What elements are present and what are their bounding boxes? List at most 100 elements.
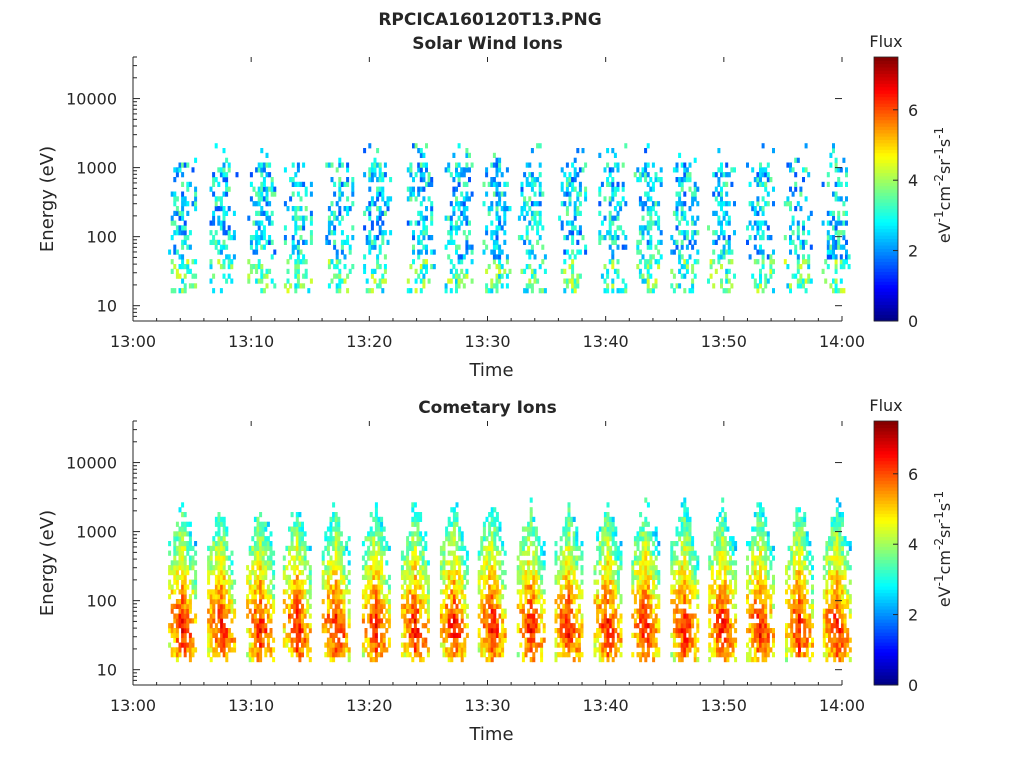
- flux-cell: [646, 196, 650, 202]
- flux-cell: [334, 545, 338, 551]
- flux-cell: [688, 516, 692, 522]
- flux-cell: [636, 541, 640, 547]
- flux-cell: [259, 623, 263, 629]
- flux-cell: [364, 599, 368, 605]
- colorbar-segment: [874, 129, 898, 134]
- flux-cell: [619, 560, 623, 566]
- flux-cell: [567, 637, 571, 643]
- flux-cell: [272, 637, 276, 643]
- flux-cell: [534, 536, 538, 542]
- flux-cell: [485, 268, 489, 274]
- flux-cell: [521, 623, 525, 629]
- flux-cell: [332, 536, 336, 542]
- flux-cell: [294, 268, 298, 274]
- flux-cell: [722, 254, 726, 260]
- flux-cell: [528, 181, 532, 187]
- flux-cell: [282, 565, 286, 571]
- flux-cell: [678, 599, 682, 605]
- flux-cell: [181, 172, 185, 178]
- flux-cell: [296, 162, 300, 168]
- flux-cell: [598, 608, 602, 614]
- flux-cell: [683, 594, 687, 600]
- flux-cell: [264, 632, 268, 638]
- flux-cell: [364, 560, 368, 566]
- flux-cell: [368, 167, 372, 173]
- flux-cell: [606, 230, 610, 236]
- flux-cell: [335, 249, 339, 255]
- flux-cell: [490, 618, 494, 624]
- flux-cell: [296, 239, 300, 245]
- flux-cell: [422, 264, 426, 270]
- flux-cell: [534, 555, 538, 561]
- flux-cell: [334, 550, 338, 556]
- flux-cell: [212, 603, 216, 609]
- flux-cell: [217, 239, 221, 245]
- heatmap-cells: [168, 497, 852, 663]
- flux-cell: [214, 531, 218, 537]
- flux-cell: [335, 273, 339, 279]
- flux-cell: [264, 594, 268, 600]
- flux-cell: [342, 545, 346, 551]
- flux-cell: [487, 181, 491, 187]
- flux-cell: [248, 642, 252, 648]
- flux-cell: [183, 652, 187, 658]
- flux-cell: [173, 230, 177, 236]
- flux-cell: [217, 574, 221, 580]
- flux-cell: [222, 589, 226, 595]
- flux-cell: [688, 632, 692, 638]
- flux-cell: [256, 560, 260, 566]
- flux-cell: [293, 623, 297, 629]
- flux-cell: [298, 637, 302, 643]
- flux-cell: [380, 584, 384, 590]
- flux-cell: [680, 642, 684, 648]
- flux-cell: [186, 259, 190, 265]
- flux-cell: [411, 594, 415, 600]
- flux-cell: [670, 283, 674, 289]
- flux-cell: [283, 201, 287, 207]
- flux-cell: [335, 254, 339, 260]
- flux-cell: [400, 574, 404, 580]
- flux-cell: [649, 273, 653, 279]
- flux-cell: [565, 191, 569, 197]
- flux-cell: [419, 632, 423, 638]
- flux-cell: [639, 555, 643, 561]
- flux-cell: [338, 181, 342, 187]
- flux-cell: [430, 235, 434, 241]
- flux-cell: [369, 623, 373, 629]
- flux-cell: [298, 657, 302, 663]
- flux-cell: [606, 599, 610, 605]
- flux-cell: [532, 642, 536, 648]
- flux-cell: [259, 594, 263, 600]
- flux-cell: [606, 642, 610, 648]
- flux-cell: [295, 652, 299, 658]
- flux-cell: [342, 652, 346, 658]
- flux-cell: [302, 259, 306, 265]
- flux-cell: [272, 584, 276, 590]
- flux-cell: [222, 647, 226, 653]
- colorbar-tick-label: 4: [908, 171, 918, 190]
- flux-cell: [342, 647, 346, 653]
- flux-cell: [335, 201, 339, 207]
- flux-cell: [722, 201, 726, 207]
- flux-cell: [219, 225, 223, 231]
- flux-cell: [598, 642, 602, 648]
- flux-cell: [609, 599, 613, 605]
- flux-cell: [342, 608, 346, 614]
- flux-cell: [175, 565, 179, 571]
- flux-cell: [641, 652, 645, 658]
- flux-cell: [368, 172, 372, 178]
- flux-cell: [447, 531, 451, 537]
- flux-cell: [225, 526, 229, 532]
- flux-cell: [294, 264, 298, 270]
- flux-cell: [748, 201, 752, 207]
- flux-cell: [710, 560, 714, 566]
- flux-cell: [324, 642, 328, 648]
- flux-cell: [269, 594, 273, 600]
- colorbar-unit-label: eV-1cm-2sr-1s-1: [932, 127, 954, 243]
- flux-cell: [175, 550, 179, 556]
- flux-cell: [460, 259, 464, 265]
- flux-cell: [295, 565, 299, 571]
- flux-cell: [611, 181, 615, 187]
- flux-cell: [680, 254, 684, 260]
- flux-cell: [334, 541, 338, 547]
